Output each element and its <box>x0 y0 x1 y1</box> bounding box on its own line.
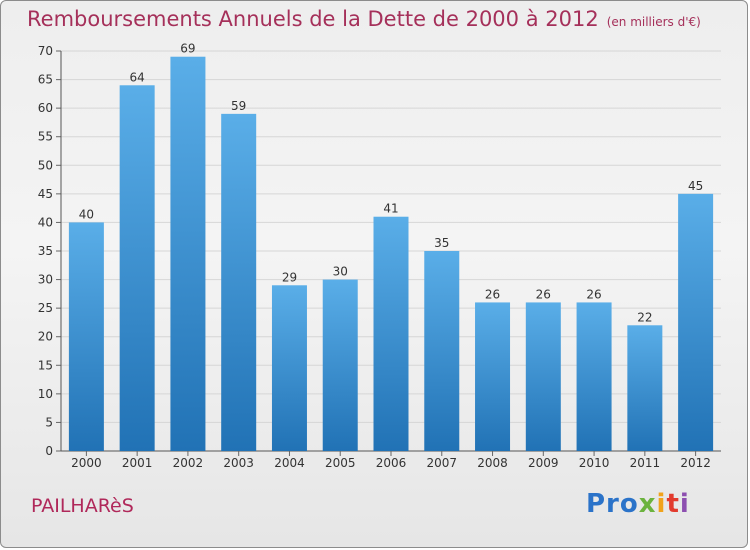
proxiti-logo: Proxiti <box>586 489 690 519</box>
x-tick-label: 2012 <box>680 456 711 470</box>
y-tick-label: 30 <box>38 273 53 287</box>
y-tick-label: 65 <box>38 73 53 87</box>
bar <box>119 85 155 452</box>
data-label: 26 <box>485 287 500 301</box>
y-tick-label: 25 <box>38 301 53 315</box>
y-tick-label: 5 <box>45 415 53 429</box>
x-tick-label: 2000 <box>71 456 102 470</box>
bars <box>68 56 714 452</box>
chart-title: Remboursements Annuels de la Dette de 20… <box>27 7 701 31</box>
bar <box>271 285 307 451</box>
data-label: 30 <box>333 265 348 279</box>
x-tick-label: 2011 <box>630 456 661 470</box>
data-label: 22 <box>637 310 652 324</box>
data-label: 69 <box>180 42 195 56</box>
bar <box>322 279 358 451</box>
x-tick-label: 2002 <box>173 456 204 470</box>
chart-title-text: Remboursements Annuels de la Dette de 20… <box>27 7 599 31</box>
x-tick-label: 2010 <box>579 456 610 470</box>
data-label: 26 <box>586 287 601 301</box>
y-tick-label: 10 <box>38 387 53 401</box>
y-tick-label: 60 <box>38 101 53 115</box>
y-tick-label: 20 <box>38 330 53 344</box>
bar <box>68 222 104 451</box>
bar <box>170 56 206 451</box>
data-label: 41 <box>383 202 398 216</box>
x-tick-label: 2003 <box>223 456 254 470</box>
commune-name: PAILHARèS <box>31 495 134 517</box>
bar <box>678 193 714 451</box>
x-tick-label: 2004 <box>274 456 305 470</box>
x-tick-label: 2007 <box>426 456 457 470</box>
y-tick-label: 0 <box>45 444 53 458</box>
data-label: 26 <box>536 287 551 301</box>
x-tick-label: 2008 <box>477 456 508 470</box>
bar <box>221 113 257 451</box>
y-tick-label: 55 <box>38 130 53 144</box>
data-label: 40 <box>79 207 94 221</box>
y-tick-label: 70 <box>38 44 53 58</box>
data-label: 35 <box>434 236 449 250</box>
bar <box>424 251 460 451</box>
bar <box>627 325 663 451</box>
x-tick-label: 2001 <box>122 456 153 470</box>
bar <box>475 302 511 451</box>
data-label: 45 <box>688 179 703 193</box>
data-label: 64 <box>130 70 145 84</box>
bar <box>373 216 409 451</box>
y-tick-label: 15 <box>38 358 53 372</box>
labels: 40 64 69 59 29 30 41 35 26 26 26 22 45 <box>79 42 704 325</box>
x-tick-label: 2009 <box>528 456 559 470</box>
x-tick-label: 2005 <box>325 456 356 470</box>
chart-subtitle: (en milliers d'€) <box>606 15 701 29</box>
y-tick-label: 40 <box>38 215 53 229</box>
data-label: 59 <box>231 99 246 113</box>
y-tick-label: 50 <box>38 158 53 172</box>
y-tick-label: 35 <box>38 244 53 258</box>
bar <box>525 302 561 451</box>
y-tick-label: 45 <box>38 187 53 201</box>
bar <box>576 302 612 451</box>
data-label: 29 <box>282 270 297 284</box>
axes: 0 5 10 15 20 25 30 35 40 45 50 55 60 65 70 2000 2001 2002… <box>38 44 721 470</box>
x-tick-label: 2006 <box>376 456 407 470</box>
